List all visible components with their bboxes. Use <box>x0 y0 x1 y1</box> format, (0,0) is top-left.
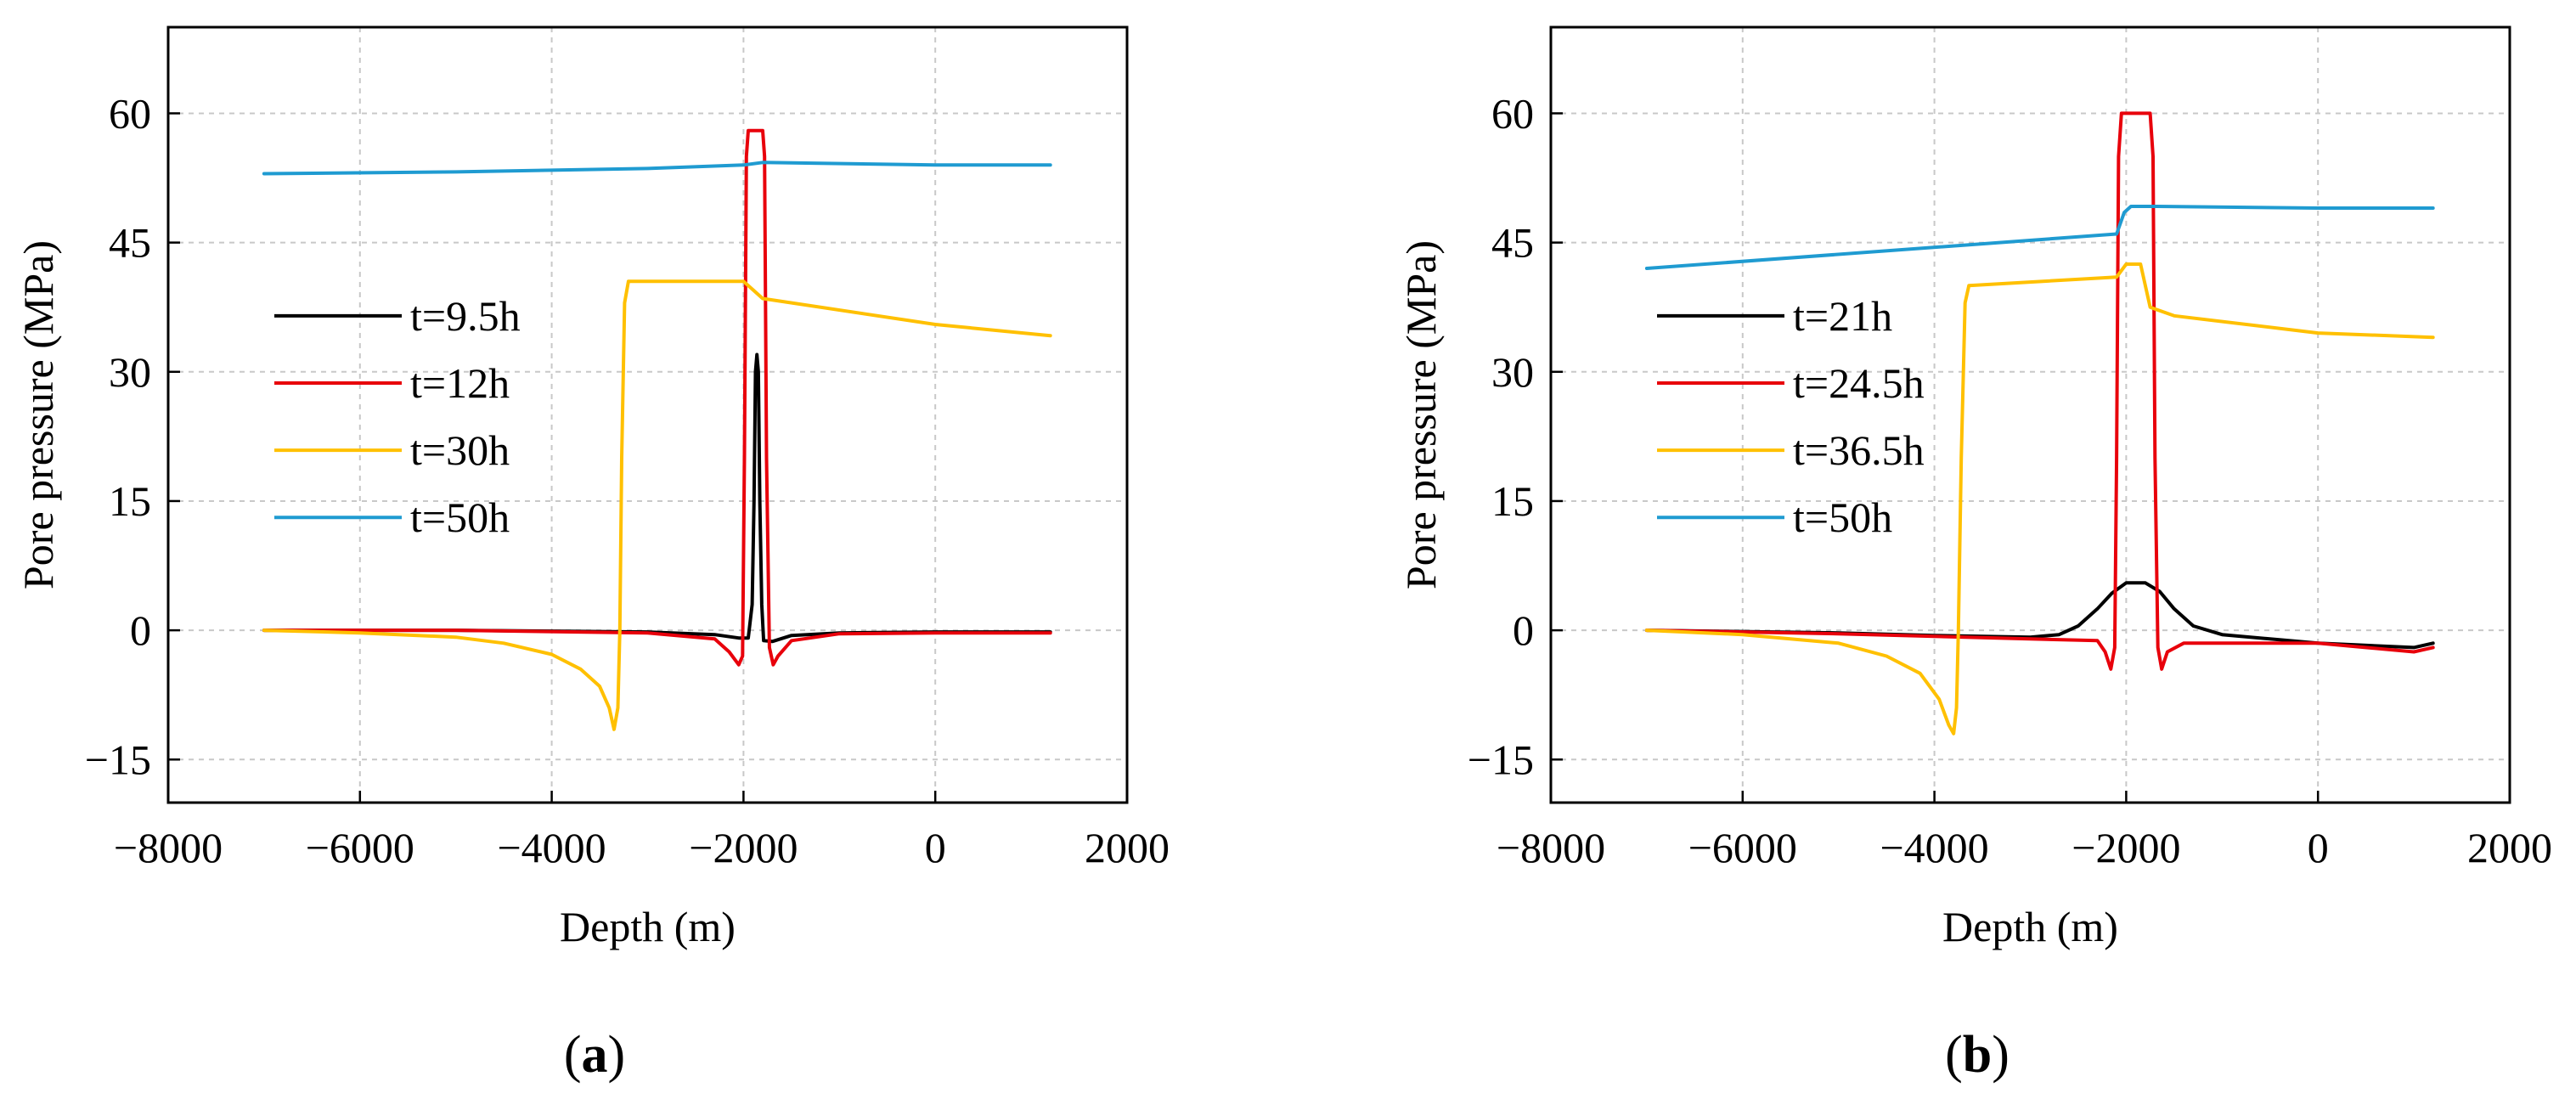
legend-label: t=24.5h <box>1793 359 1925 407</box>
x-tick-label: 0 <box>925 824 946 871</box>
legend-label: t=36.5h <box>1793 426 1925 474</box>
x-tick-label: −6000 <box>306 824 414 871</box>
x-tick-label: −2000 <box>2072 824 2180 871</box>
legend-label: t=50h <box>1793 493 1892 541</box>
y-tick-label: 45 <box>109 219 151 267</box>
legend-label: t=9.5h <box>410 292 521 340</box>
x-tick-label: 2000 <box>1085 824 1170 871</box>
panel-label: (a) <box>564 1026 625 1084</box>
panel-label: (b) <box>1945 1026 2010 1084</box>
plot-frame <box>166 25 1129 804</box>
series-line <box>1644 111 2435 671</box>
chart-panel-b: −8000 −6000 −4000 −2000 0 2000 −15 0 15 30 45 60 t=2… <box>1397 25 2552 1084</box>
series-line <box>262 352 1052 644</box>
legend-label: t=30h <box>410 426 510 474</box>
y-axis-label: Pore pressure (MPa) <box>14 240 62 589</box>
y-tick-label: 60 <box>1491 89 1534 137</box>
legend: t=21h t=24.5h t=36.5h t=50h <box>1657 292 1925 541</box>
x-tick-label: 0 <box>2308 824 2329 871</box>
x-tick-label: −8000 <box>114 824 223 871</box>
legend-label: t=50h <box>410 493 510 541</box>
series-line <box>1644 262 2435 736</box>
x-axis-label: Depth (m) <box>1942 903 2118 950</box>
x-tick-label: −4000 <box>1880 824 1988 871</box>
x-tick-label: −8000 <box>1497 824 1605 871</box>
y-tick-label: 15 <box>109 477 151 525</box>
chart-panel-a: −8000 −6000 −4000 −2000 0 2000 −15 0 15 30 45 60 t=9… <box>14 25 1170 1084</box>
y-tick-label: 60 <box>109 89 151 137</box>
legend: t=9.5h t=12h t=30h t=50h <box>274 292 521 541</box>
y-tick-label: 45 <box>1491 219 1534 267</box>
y-tick-label: 30 <box>109 348 151 396</box>
series-line <box>1644 205 2435 270</box>
y-tick-label: 30 <box>1491 348 1534 396</box>
plot-frame <box>1549 25 2511 804</box>
y-tick-label: 15 <box>1491 477 1534 525</box>
legend-label: t=21h <box>1793 292 1892 340</box>
legend-label: t=12h <box>410 359 510 407</box>
y-tick-label: 0 <box>130 606 151 654</box>
y-tick-label: 0 <box>1513 606 1534 654</box>
x-tick-label: −2000 <box>689 824 798 871</box>
series-line <box>262 161 1052 176</box>
y-axis-label: Pore pressure (MPa) <box>1397 240 1445 589</box>
y-tick-label: −15 <box>85 736 151 783</box>
series-line <box>262 279 1052 731</box>
x-tick-label: −6000 <box>1688 824 1797 871</box>
series-line <box>262 128 1052 667</box>
y-tick-label: −15 <box>1468 736 1534 783</box>
x-tick-label: 2000 <box>2467 824 2552 871</box>
x-axis-label: Depth (m) <box>560 903 736 950</box>
x-tick-label: −4000 <box>497 824 606 871</box>
